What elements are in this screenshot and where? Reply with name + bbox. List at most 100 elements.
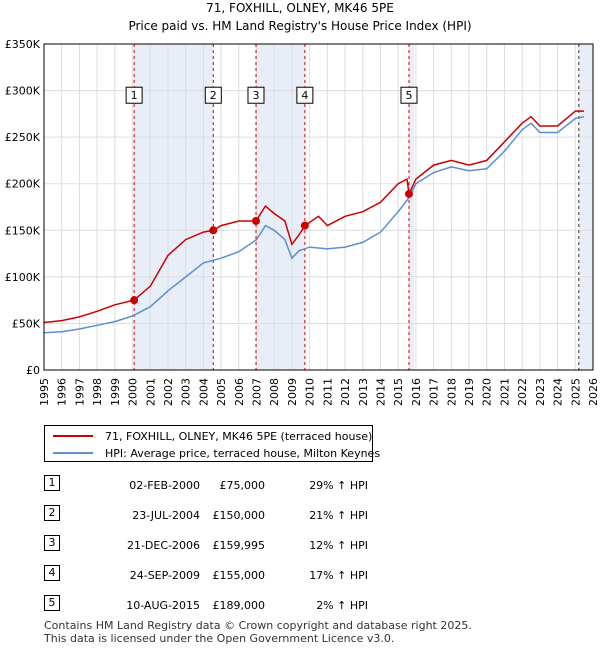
- price-chart: 71, FOXHILL, OLNEY, MK46 5PE Price paid …: [5, 1, 600, 406]
- sale-price: £150,000: [212, 509, 266, 522]
- table-row: 4 24-SEP-2009 £155,000 17% ↑ HPI: [44, 562, 424, 592]
- sale-label: 2: [210, 89, 217, 102]
- legend-swatch-hpi: [53, 452, 93, 454]
- legend-swatch-property: [53, 435, 93, 437]
- sale-label-box: [247, 86, 265, 104]
- sale-price: £155,000: [212, 569, 266, 582]
- sale-point: [130, 296, 139, 305]
- y-tick-label: £300K: [5, 85, 41, 98]
- sale-label: 1: [131, 89, 138, 102]
- x-tick-label: 2021: [498, 378, 511, 406]
- y-tick-label: £100K: [5, 271, 41, 284]
- sale-number: 5: [44, 595, 60, 611]
- x-tick-label: 2007: [251, 378, 264, 406]
- x-tick-label: 2022: [516, 378, 529, 406]
- sale-label: 4: [301, 89, 308, 102]
- y-tick-label: £50K: [12, 317, 41, 330]
- x-tick-label: 2017: [428, 378, 441, 406]
- y-tick-label: £350K: [5, 38, 41, 51]
- table-row: 1 02-FEB-2000 £75,000 29% ↑ HPI: [44, 472, 424, 502]
- x-tick-label: 2004: [197, 378, 210, 406]
- sale-number: 3: [44, 535, 60, 551]
- x-tick-label: 2020: [481, 378, 494, 406]
- x-tick-label: 2024: [552, 378, 565, 406]
- x-tick-label: 1998: [91, 378, 104, 406]
- footer-line-copyright: Contains HM Land Registry data © Crown c…: [44, 619, 472, 632]
- x-tick-label: 2000: [127, 378, 140, 406]
- x-tick-label: 2023: [534, 378, 547, 406]
- sale-date: 02-FEB-2000: [129, 479, 200, 492]
- x-tick-label: 2018: [445, 378, 458, 406]
- y-tick-label: £200K: [5, 178, 41, 191]
- plot-frame: [43, 43, 594, 371]
- x-tick-label: 2011: [321, 378, 334, 406]
- sale-point: [300, 221, 309, 230]
- x-tick-label: 2013: [357, 378, 370, 406]
- sale-price: £189,000: [212, 599, 266, 612]
- legend-item-hpi: HPI: Average price, terraced house, Milt…: [53, 445, 380, 461]
- sale-date: 23-JUL-2004: [132, 509, 200, 522]
- sale-label-box: [125, 86, 143, 104]
- shaded-range: [134, 44, 214, 370]
- y-tick-label: £250K: [5, 131, 41, 144]
- table-row: 3 21-DEC-2006 £159,995 12% ↑ HPI: [44, 532, 424, 562]
- x-tick-label: 2005: [215, 378, 228, 406]
- x-tick-label: 2019: [463, 378, 476, 406]
- x-tick-label: 2026: [587, 378, 600, 406]
- sale-label-box: [400, 86, 418, 104]
- sale-point: [209, 226, 218, 235]
- legend-label-hpi: HPI: Average price, terraced house, Milt…: [105, 446, 381, 460]
- sale-hpi-change: 12% ↑ HPI: [309, 539, 368, 552]
- shaded-range: [408, 44, 415, 370]
- chart-title: 71, FOXHILL, OLNEY, MK46 5PE: [206, 1, 394, 15]
- sale-date: 24-SEP-2009: [129, 569, 200, 582]
- footer-line-licence: This data is licensed under the Open Gov…: [44, 632, 395, 645]
- sale-price: £159,995: [212, 539, 266, 552]
- x-tick-label: 1997: [73, 378, 86, 406]
- legend-label-property: 71, FOXHILL, OLNEY, MK46 5PE (terraced h…: [105, 429, 373, 443]
- x-tick-label: 1996: [56, 378, 69, 406]
- chart-legend: 71, FOXHILL, OLNEY, MK46 5PE (terraced h…: [44, 425, 380, 462]
- series-line-property: [43, 110, 585, 324]
- sale-date: 10-AUG-2015: [126, 599, 200, 612]
- footer-attribution: Contains HM Land Registry data © Crown c…: [44, 619, 472, 645]
- sale-hpi-change: 17% ↑ HPI: [309, 569, 368, 582]
- sale-label: 5: [405, 89, 412, 102]
- x-tick-label: 1999: [109, 378, 122, 406]
- x-tick-label: 2012: [339, 378, 352, 406]
- x-tick-label: 2014: [374, 378, 387, 406]
- sale-label-box: [204, 86, 222, 104]
- x-tick-label: 2008: [268, 378, 281, 406]
- sale-label: 3: [252, 89, 259, 102]
- sale-point: [251, 216, 260, 225]
- sale-price: £75,000: [219, 479, 266, 492]
- table-row: 5 10-AUG-2015 £189,000 2% ↑ HPI: [44, 592, 424, 622]
- x-tick-label: 2010: [304, 378, 317, 406]
- sale-hpi-change: 2% ↑ HPI: [316, 599, 368, 612]
- x-tick-label: 2006: [233, 378, 246, 406]
- y-tick-label: £150K: [5, 224, 41, 237]
- y-tick-label: £0: [26, 364, 40, 377]
- x-tick-label: 2016: [410, 378, 423, 406]
- chart-subtitle: Price paid vs. HM Land Registry's House …: [128, 19, 471, 33]
- sales-table: 1 02-FEB-2000 £75,000 29% ↑ HPI 2 23-JUL…: [44, 472, 424, 622]
- x-tick-label: 2015: [392, 378, 405, 406]
- sale-label-box: [296, 86, 314, 104]
- x-tick-label: 2025: [569, 378, 582, 406]
- sale-hpi-change: 29% ↑ HPI: [309, 479, 368, 492]
- sale-point: [404, 189, 413, 198]
- x-tick-label: 1995: [38, 378, 51, 406]
- x-tick-label: 2002: [162, 378, 175, 406]
- sale-hpi-change: 21% ↑ HPI: [309, 509, 368, 522]
- x-tick-label: 2003: [180, 378, 193, 406]
- series-line-hpi: [43, 115, 585, 334]
- sale-number: 2: [44, 505, 60, 521]
- table-row: 2 23-JUL-2004 £150,000 21% ↑ HPI: [44, 502, 424, 532]
- sale-number: 1: [44, 475, 60, 491]
- legend-item-property: 71, FOXHILL, OLNEY, MK46 5PE (terraced h…: [53, 428, 372, 444]
- shaded-range: [578, 44, 593, 370]
- x-tick-label: 2009: [286, 378, 299, 406]
- x-tick-label: 2001: [144, 378, 157, 406]
- sale-number: 4: [44, 565, 60, 581]
- sale-date: 21-DEC-2006: [126, 539, 200, 552]
